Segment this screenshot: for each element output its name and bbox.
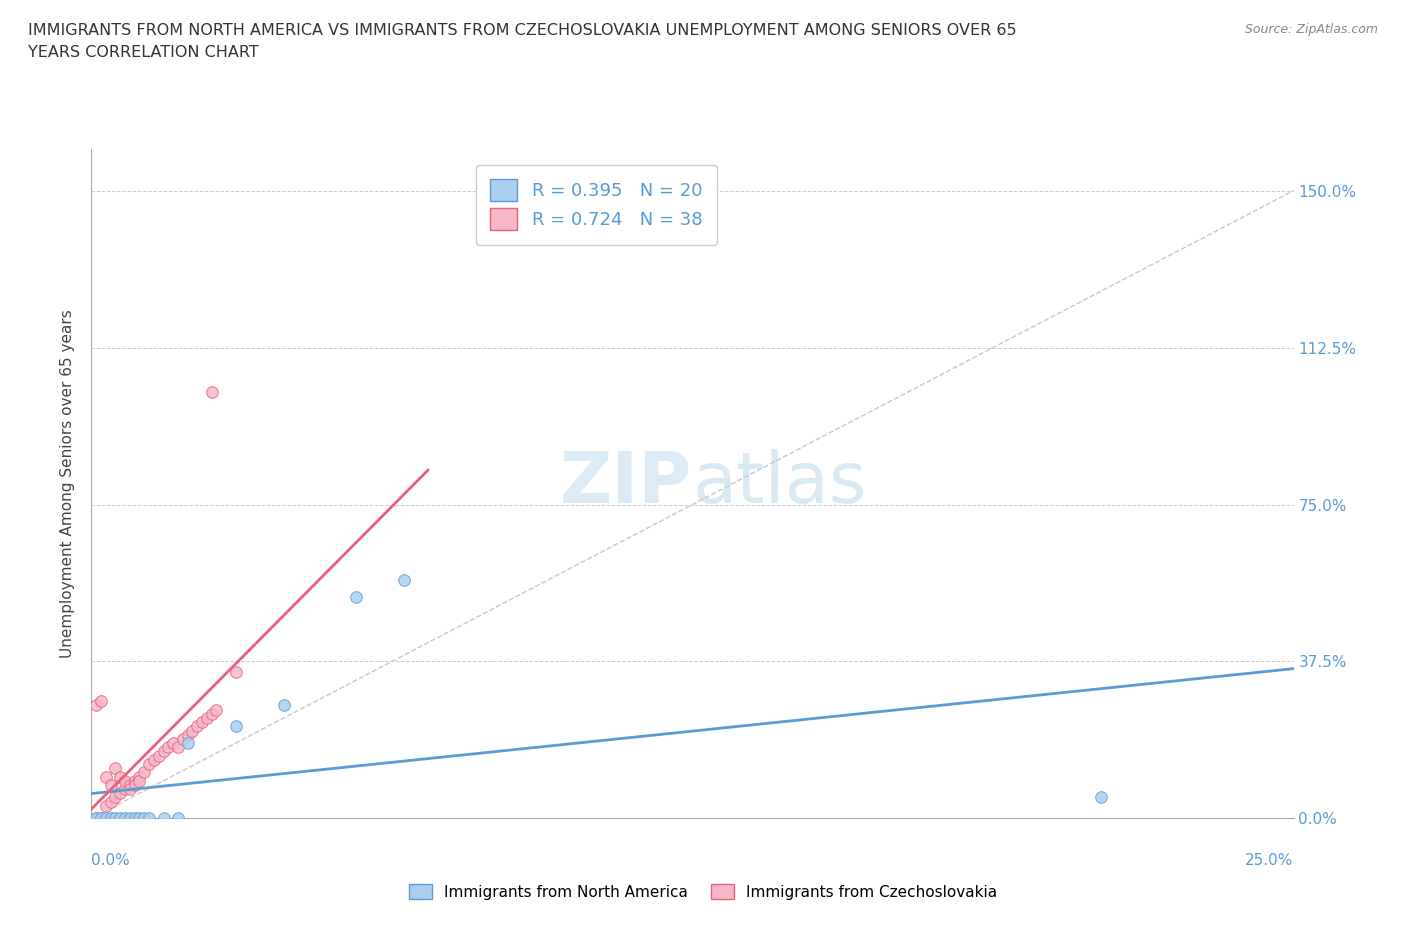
- Point: [138, 757, 160, 772]
- Text: Source: ZipAtlas.com: Source: ZipAtlas.com: [1244, 23, 1378, 36]
- Point: [124, 774, 146, 789]
- Point: [195, 711, 218, 725]
- Point: [84, 698, 107, 713]
- Point: [104, 790, 127, 805]
- Point: [124, 811, 146, 826]
- Point: [118, 781, 141, 796]
- Point: [90, 694, 112, 709]
- Point: [100, 811, 122, 826]
- Point: [225, 719, 247, 734]
- Point: [191, 715, 214, 730]
- Point: [114, 774, 136, 789]
- Point: [142, 752, 165, 767]
- Point: [84, 811, 107, 826]
- Point: [90, 811, 112, 826]
- Point: [100, 794, 122, 809]
- Point: [118, 811, 141, 826]
- Point: [134, 811, 156, 826]
- Point: [201, 707, 224, 722]
- Point: [110, 811, 132, 826]
- Point: [138, 811, 160, 826]
- Point: [134, 764, 156, 779]
- Text: YEARS CORRELATION CHART: YEARS CORRELATION CHART: [28, 45, 259, 60]
- Point: [94, 769, 117, 784]
- Point: [104, 761, 127, 776]
- Point: [104, 811, 127, 826]
- Point: [84, 811, 107, 826]
- Point: [1090, 790, 1112, 805]
- Point: [392, 573, 415, 588]
- Point: [176, 736, 198, 751]
- Point: [94, 811, 117, 826]
- Point: [114, 781, 136, 796]
- Text: ZIP: ZIP: [560, 449, 692, 518]
- Point: [157, 740, 180, 755]
- Point: [124, 777, 146, 792]
- Point: [152, 811, 174, 826]
- Point: [118, 777, 141, 792]
- Point: [162, 736, 184, 751]
- Point: [110, 786, 132, 801]
- Point: [344, 590, 367, 604]
- Point: [205, 702, 228, 717]
- Point: [128, 811, 150, 826]
- Legend: R = 0.395   N = 20, R = 0.724   N = 38: R = 0.395 N = 20, R = 0.724 N = 38: [475, 165, 717, 245]
- Legend: Immigrants from North America, Immigrants from Czechoslovakia: Immigrants from North America, Immigrant…: [402, 877, 1004, 906]
- Point: [225, 665, 247, 680]
- Point: [186, 719, 208, 734]
- Point: [90, 811, 112, 826]
- Point: [167, 740, 190, 755]
- Point: [167, 811, 190, 826]
- Point: [148, 748, 170, 763]
- Text: atlas: atlas: [692, 449, 868, 518]
- Point: [114, 811, 136, 826]
- Text: IMMIGRANTS FROM NORTH AMERICA VS IMMIGRANTS FROM CZECHOSLOVAKIA UNEMPLOYMENT AMO: IMMIGRANTS FROM NORTH AMERICA VS IMMIGRA…: [28, 23, 1017, 38]
- Point: [152, 744, 174, 759]
- Point: [100, 777, 122, 792]
- Point: [273, 698, 295, 713]
- Point: [110, 769, 132, 784]
- Text: 0.0%: 0.0%: [91, 853, 131, 868]
- Point: [128, 769, 150, 784]
- Y-axis label: Unemployment Among Seniors over 65 years: Unemployment Among Seniors over 65 years: [60, 310, 76, 658]
- Point: [201, 384, 224, 399]
- Text: 25.0%: 25.0%: [1246, 853, 1294, 868]
- Point: [176, 727, 198, 742]
- Point: [181, 724, 204, 738]
- Point: [172, 732, 194, 747]
- Point: [94, 798, 117, 813]
- Point: [128, 774, 150, 789]
